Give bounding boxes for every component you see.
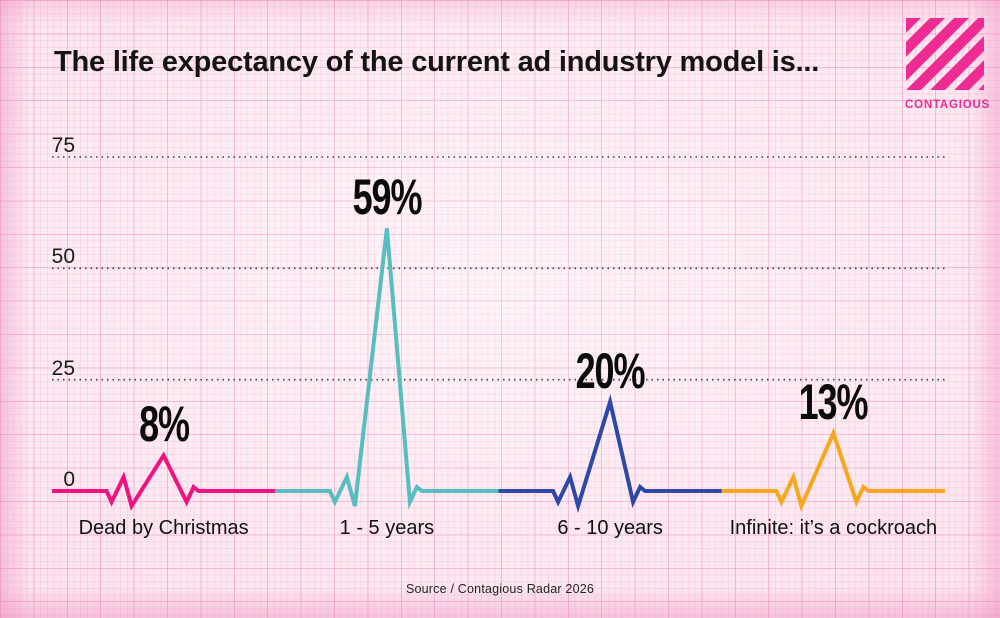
contagious-logo-stripes-icon: [906, 18, 984, 90]
contagious-logo-wordmark: CONTAGIOUS: [905, 99, 991, 111]
ekg-pulse-line-1: [275, 228, 499, 510]
category-label-3: Infinite: it’s a cockroach: [729, 517, 938, 539]
y-tick-label-50: 50: [51, 245, 75, 269]
y-tick-label-75: 75: [51, 134, 75, 157]
category-label-0: Dead by Christmas: [78, 517, 249, 539]
category-label-2: 6 - 10 years: [557, 517, 663, 539]
page-title: The life expectancy of the current ad in…: [54, 46, 820, 78]
value-label-0: 8%: [138, 396, 190, 453]
category-label-1: 1 - 5 years: [339, 517, 435, 539]
y-tick-label-0: 0: [63, 468, 75, 491]
value-label-2: 20%: [575, 342, 646, 399]
value-label-3: 13%: [798, 374, 869, 431]
value-label-1: 59%: [352, 169, 422, 226]
contagious-logo: CONTAGIOUS: [905, 18, 991, 111]
ekg-pulse-line-0: [52, 451, 276, 511]
source-caption: Source / Contagious Radar 2026: [405, 582, 595, 596]
y-tick-label-25: 25: [51, 356, 75, 380]
ekg-pulse-line-2: [498, 394, 722, 514]
ekg-pulse-line-3: [721, 427, 945, 512]
